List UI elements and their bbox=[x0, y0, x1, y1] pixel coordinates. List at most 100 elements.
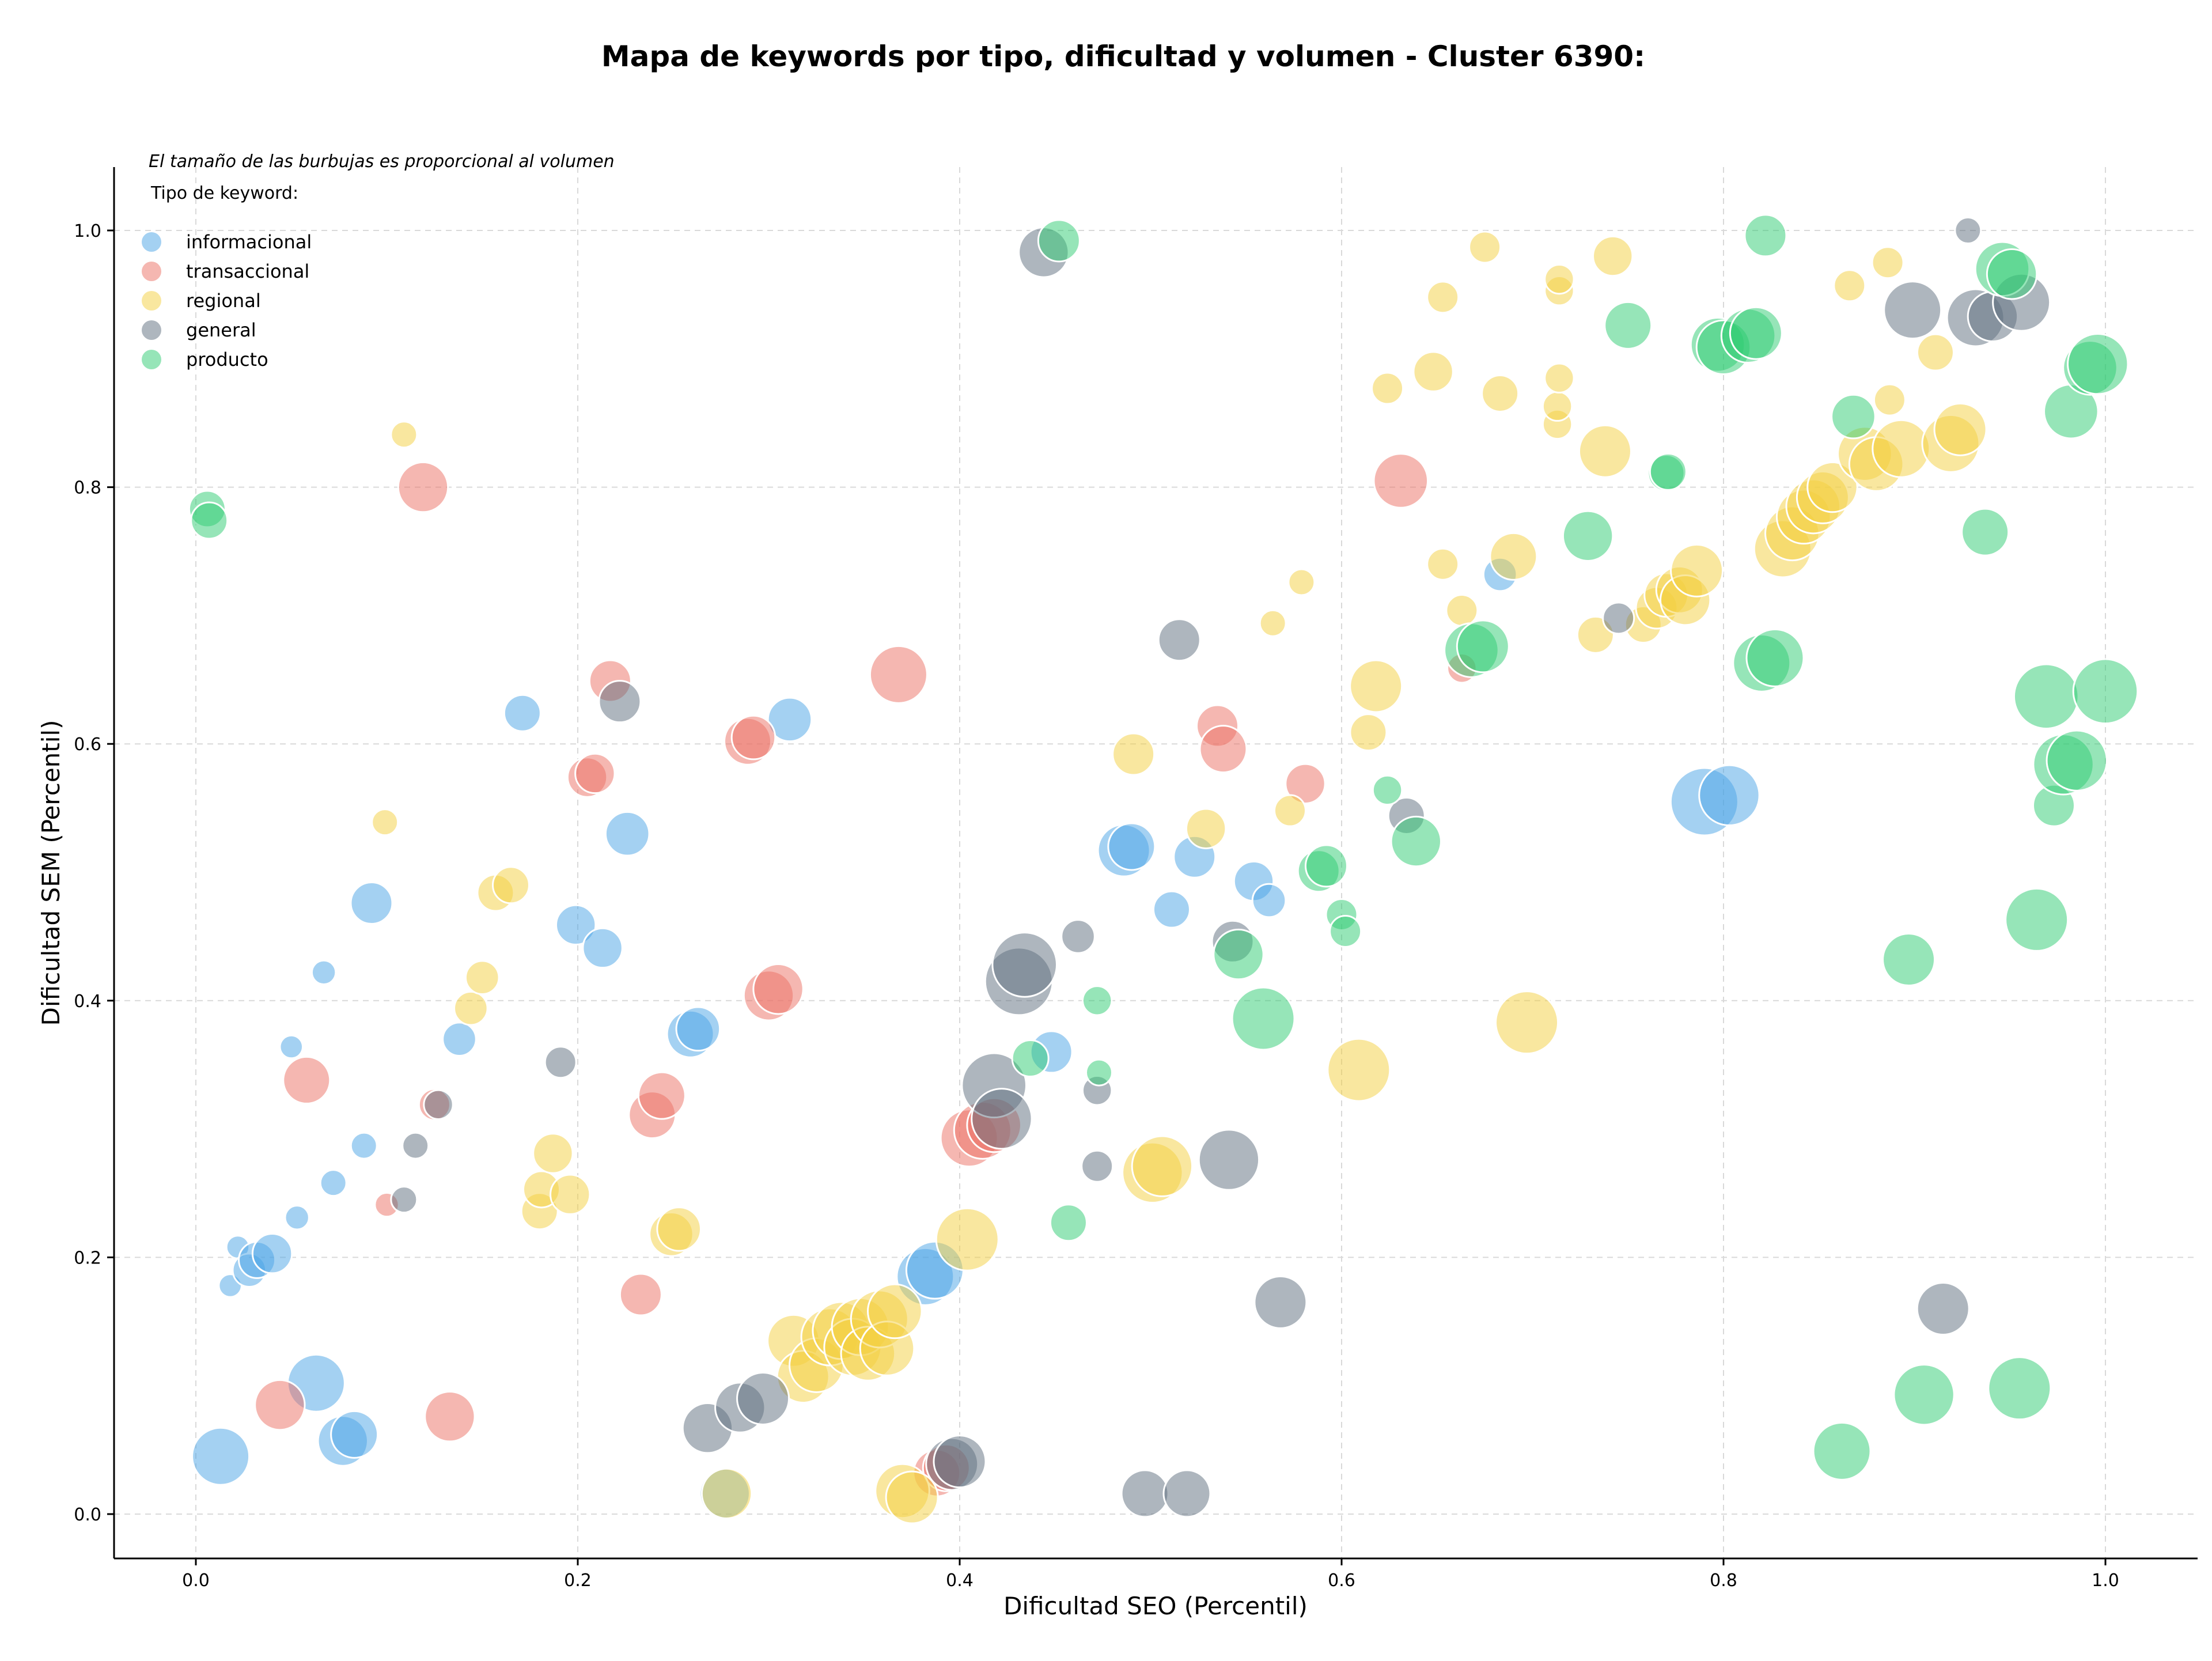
bubble-general bbox=[1162, 1469, 1211, 1518]
bubble-regional bbox=[1287, 568, 1316, 596]
bubble-informacional bbox=[319, 1169, 347, 1197]
bubble-regional bbox=[1481, 374, 1520, 413]
bubble-informacional bbox=[555, 904, 597, 946]
bubble-size-note: El tamaño de las burbujas es proporciona… bbox=[149, 152, 615, 172]
bubble-producto bbox=[2072, 658, 2139, 725]
bubble-producto bbox=[1049, 1204, 1088, 1242]
bubble-producto bbox=[1011, 1039, 1050, 1078]
bubble-producto bbox=[1812, 1421, 1872, 1481]
bubble-transaccional bbox=[254, 1379, 306, 1431]
bubble-transaccional bbox=[1285, 763, 1326, 804]
legend-marker-general bbox=[142, 320, 161, 340]
bubble-general bbox=[1253, 1275, 1308, 1329]
bubble-informacional bbox=[1698, 764, 1760, 827]
bubble-regional bbox=[1806, 461, 1858, 513]
bubble-producto bbox=[1961, 508, 2010, 557]
bubble-producto bbox=[1729, 306, 1783, 360]
legend-label-general: general bbox=[186, 319, 256, 341]
bubble-regional bbox=[1327, 1038, 1391, 1102]
bubble-regional bbox=[1544, 362, 1575, 394]
bubble-general bbox=[1081, 1149, 1114, 1183]
legend-marker-transaccional bbox=[142, 262, 161, 281]
bubble-regional bbox=[1349, 713, 1388, 752]
bubble-producto bbox=[1562, 510, 1614, 562]
bubble-producto bbox=[1390, 815, 1442, 868]
x-tick-label: 0.2 bbox=[564, 1571, 592, 1591]
legend-label-regional: regional bbox=[186, 290, 261, 312]
bubble-producto bbox=[1231, 986, 1296, 1051]
x-tick-label: 0.0 bbox=[182, 1571, 210, 1591]
y-tick-label: 0.0 bbox=[74, 1505, 101, 1525]
bubble-informacional bbox=[191, 1427, 251, 1486]
bubble-regional bbox=[1131, 1135, 1194, 1197]
bubble-producto bbox=[1604, 301, 1653, 350]
x-axis-label: Dificultad SEO (Percentil) bbox=[1003, 1592, 1308, 1620]
bubble-producto bbox=[1987, 1356, 2052, 1421]
bubble-transaccional bbox=[730, 714, 777, 760]
y-tick-label: 1.0 bbox=[74, 221, 101, 241]
bubble-general bbox=[544, 1046, 577, 1079]
bubble-regional bbox=[390, 421, 418, 449]
bubble-informacional bbox=[1152, 890, 1191, 929]
bubble-informacional bbox=[251, 1233, 293, 1274]
bubble-transaccional bbox=[282, 1055, 331, 1104]
legend: El tamaño de las burbujas es proporciona… bbox=[142, 152, 615, 370]
bubble-producto bbox=[1081, 985, 1113, 1016]
bubble-general bbox=[402, 1132, 430, 1160]
bubble-producto bbox=[1304, 844, 1348, 888]
bubble-general bbox=[1602, 601, 1635, 635]
bubble-regional bbox=[1185, 808, 1227, 849]
bubble-regional bbox=[1259, 609, 1287, 637]
bubble-general bbox=[933, 1435, 987, 1489]
bubble-transaccional bbox=[1373, 453, 1429, 509]
bubble-general bbox=[991, 932, 1058, 998]
bubble-informacional bbox=[350, 881, 393, 925]
bubble-informacional bbox=[582, 927, 623, 969]
bubble-regional bbox=[1489, 532, 1538, 581]
legend-label-informacional: informacional bbox=[186, 231, 312, 253]
bubble-informacional bbox=[284, 1205, 310, 1231]
x-tick-label: 0.4 bbox=[946, 1571, 974, 1591]
bubble-regional bbox=[1871, 246, 1904, 279]
bubble-regional bbox=[1468, 230, 1502, 264]
bubble-general bbox=[1883, 281, 1942, 340]
bubble-producto bbox=[2067, 333, 2129, 395]
bubble-producto bbox=[2005, 887, 2069, 952]
bubble-producto bbox=[1213, 928, 1264, 981]
bubble-informacional bbox=[279, 1034, 304, 1060]
bubble-informacional bbox=[1251, 883, 1287, 918]
bubble-informacional bbox=[350, 1132, 378, 1160]
bubble-producto bbox=[1745, 628, 1805, 687]
legend-marker-producto bbox=[142, 350, 161, 369]
bubble-regional bbox=[1112, 732, 1156, 776]
bubble-regional bbox=[935, 1207, 999, 1272]
bubble-informacional bbox=[503, 694, 541, 732]
chart-title: Mapa de keywords por tipo, dificultad y … bbox=[601, 40, 1645, 73]
bubble-producto bbox=[1085, 1058, 1113, 1087]
bubble-general bbox=[390, 1186, 418, 1214]
y-tick-label: 0.4 bbox=[74, 992, 101, 1012]
grid-lines bbox=[114, 167, 2198, 1558]
bubble-regional bbox=[885, 1470, 939, 1524]
bubble-transaccional bbox=[752, 963, 804, 1015]
bubble-regional bbox=[1578, 424, 1632, 478]
bubble-regional bbox=[700, 1467, 753, 1520]
bubble-producto bbox=[1831, 394, 1876, 440]
bubble-informacional bbox=[330, 1410, 379, 1459]
bubble-regional bbox=[371, 808, 399, 837]
bubble-transaccional bbox=[424, 1390, 476, 1443]
bubble-general bbox=[1198, 1129, 1260, 1191]
bubble-transaccional bbox=[619, 1273, 662, 1316]
bubble-producto bbox=[1744, 214, 1787, 258]
x-tick-label: 0.6 bbox=[1328, 1571, 1355, 1591]
y-tick-label: 0.2 bbox=[74, 1248, 101, 1268]
bubble-regional bbox=[453, 990, 488, 1026]
bubble-producto bbox=[1893, 1364, 1955, 1426]
bubble-regional bbox=[1592, 235, 1634, 277]
bubble-producto bbox=[1329, 914, 1362, 948]
bubble-general bbox=[1060, 919, 1096, 954]
bubble-general bbox=[1120, 1469, 1169, 1518]
legend-label-producto: producto bbox=[186, 349, 268, 370]
bubble-transaccional bbox=[574, 752, 616, 794]
bubble-regional bbox=[1933, 402, 1987, 456]
